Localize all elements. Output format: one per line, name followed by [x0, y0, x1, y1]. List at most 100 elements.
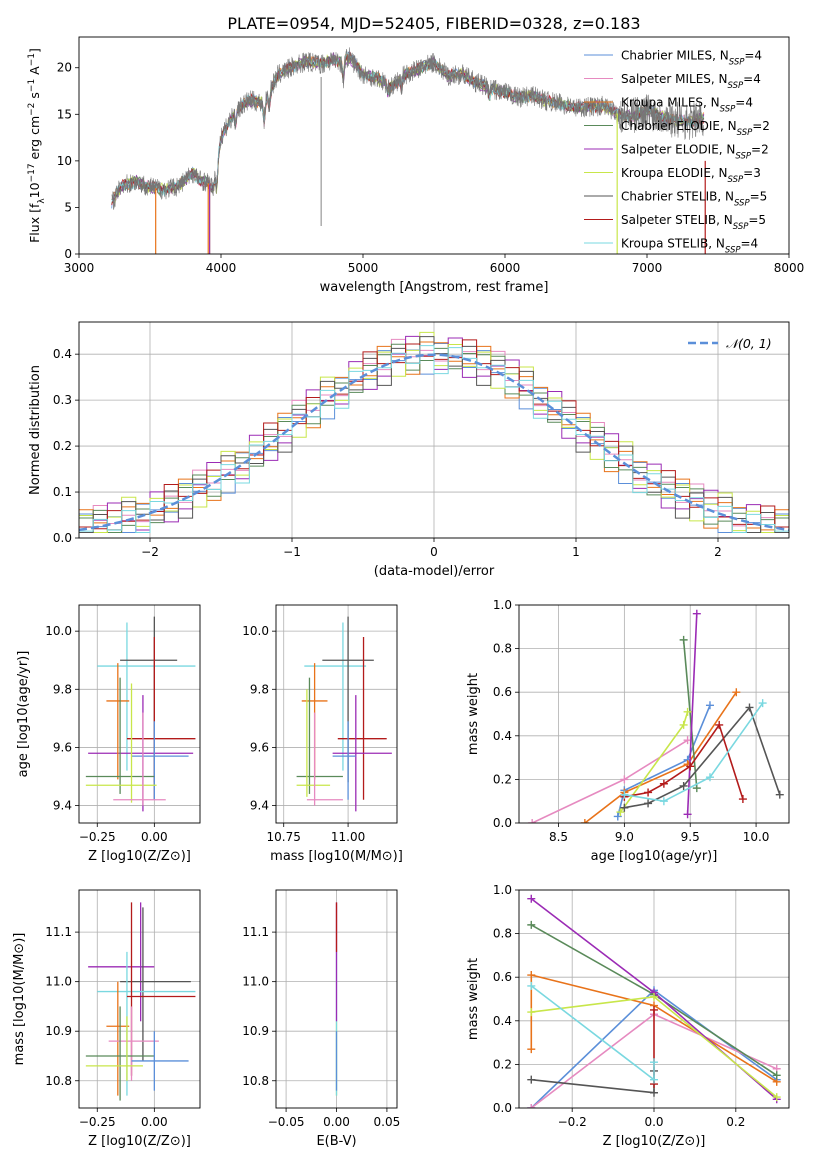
x-tick-label: 5000 — [348, 261, 379, 275]
x-tick-label: 9.5 — [681, 830, 700, 844]
x-tick-label: 0.00 — [141, 830, 168, 844]
legend-label-chabrier_miles: Chabrier MILES, NSSP=4 — [621, 49, 762, 68]
x-tick-label: 3000 — [64, 261, 95, 275]
marker-chabrier_stelib — [745, 703, 754, 712]
x-tick-label: −2 — [141, 545, 159, 559]
x-tick-label: 0.05 — [374, 1115, 401, 1129]
series-line-kroupa_miles — [584, 691, 737, 823]
x-tick-label: 8.5 — [549, 830, 568, 844]
residuals-ylabel: Normed distribution — [28, 365, 43, 495]
y-tick-label: 0.8 — [493, 642, 512, 656]
x-tick-label: −0.25 — [79, 1115, 116, 1129]
y-tick-label: 0 — [64, 247, 72, 261]
y-tick-label: 10 — [57, 154, 72, 168]
age_vs_z-frame — [78, 604, 201, 824]
legend-label-chabrier_elodie: Chabrier ELODIE, NSSP=2 — [621, 119, 770, 138]
y-tick-label: 10.9 — [45, 1024, 72, 1038]
weight_vs_z-ylabel: mass weight — [466, 958, 481, 1040]
spectrum-lines — [111, 47, 706, 254]
marker-chabrier_stelib — [644, 799, 653, 808]
y-tick-label: 0.6 — [493, 970, 512, 984]
y-tick-label: 10.0 — [45, 624, 72, 638]
weight_vs_age-xlabel: age [log10(age/yr)] — [591, 849, 718, 864]
legend-label-salpeter_stelib: Salpeter STELIB, NSSP=5 — [621, 213, 766, 232]
marker-chabrier_miles — [613, 812, 622, 821]
legend-label-kroupa_elodie: Kroupa ELODIE, NSSP=3 — [621, 166, 761, 185]
y-tick-label: 9.8 — [53, 682, 72, 696]
residuals-axes: −2 −1 0 1 2 0.0 0.1 0.2 0.3 0.4 — [53, 322, 789, 559]
x-tick-label: 6000 — [490, 261, 521, 275]
marker-kroupa_elodie — [772, 1093, 781, 1102]
y-tick-label: 0.0 — [493, 816, 512, 830]
legend-label-kroupa_miles: Kroupa MILES, NSSP=4 — [621, 96, 753, 115]
marker-kroupa_elodie — [650, 992, 658, 1001]
y-tick-label: 0.2 — [493, 1057, 512, 1071]
marker-salpeter_stelib — [659, 779, 668, 788]
age_vs_mass-xlabel: mass [log10(M/M⊙)] — [270, 849, 403, 864]
y-tick-label: 0.4 — [493, 1014, 512, 1028]
marker-kroupa_miles — [580, 819, 589, 823]
x-tick-label: −1 — [283, 545, 301, 559]
marker-salpeter_elodie — [692, 609, 701, 618]
x-tick-label: 0.00 — [141, 1115, 168, 1129]
y-tick-label: 5 — [64, 200, 72, 214]
legend-label-kroupa_stelib: Kroupa STELIB, NSSP=4 — [621, 237, 758, 256]
legend-label-salpeter_miles: Salpeter MILES, NSSP=4 — [621, 72, 761, 91]
marker-chabrier_stelib — [775, 790, 784, 799]
marker-kroupa_elodie — [683, 707, 692, 716]
mass_vs_z-xlabel: Z [log10(Z/Z⊙)] — [88, 1134, 191, 1149]
x-tick-label: 1 — [572, 545, 580, 559]
marker-chabrier_elodie — [772, 1071, 781, 1080]
y-tick-label: 0.1 — [53, 485, 72, 499]
x-tick-label: 9.0 — [615, 830, 634, 844]
marker-kroupa_elodie — [527, 1008, 536, 1017]
x-tick-label: 0.0 — [644, 1115, 663, 1129]
marker-kroupa_stelib — [705, 773, 714, 782]
marker-chabrier_miles — [705, 701, 714, 710]
x-tick-label: −0.05 — [268, 1115, 305, 1129]
spectrum-frame — [78, 36, 790, 255]
residual-legend: 𝒩(0, 1) — [688, 336, 772, 351]
marker-chabrier_stelib — [679, 781, 688, 790]
weight_vs_z-series — [527, 894, 781, 1108]
y-tick-label: 9.4 — [53, 799, 72, 813]
marker-kroupa_miles — [527, 971, 536, 980]
marker-salpeter_stelib — [715, 720, 724, 729]
spectrum-xlabel: wavelength [Angstrom, rest frame] — [320, 280, 549, 295]
y-tick-label: 10.0 — [242, 624, 269, 638]
x-tick-label: 7000 — [632, 261, 663, 275]
marker-kroupa_miles — [527, 1045, 536, 1054]
marker-salpeter_miles — [527, 1104, 536, 1108]
spectrum-ylabel: Flux [fλ10−17 erg cm−2 s−1 A−1] — [27, 48, 47, 243]
marker-salpeter_miles — [620, 775, 629, 784]
x-tick-label: −0.25 — [79, 830, 116, 844]
y-tick-label: 0.3 — [53, 393, 72, 407]
y-tick-label: 0.2 — [493, 772, 512, 786]
x-tick-label: 10.0 — [743, 830, 770, 844]
series-line-chabrier_miles — [617, 704, 711, 817]
y-tick-label: 9.6 — [53, 740, 72, 754]
y-tick-label: 9.8 — [250, 682, 269, 696]
y-tick-label: 15 — [57, 107, 72, 121]
residuals-xlabel: (data-model)/error — [374, 564, 495, 579]
y-tick-label: 0.8 — [493, 927, 512, 941]
residual-histograms — [79, 331, 789, 538]
marker-salpeter_stelib — [686, 762, 695, 771]
legend-label-salpeter_elodie: Salpeter ELODIE, NSSP=2 — [621, 143, 769, 162]
marker-kroupa_miles — [732, 688, 741, 697]
mass_vs_z-axes: −0.25 0.00 10.8 10.9 11.0 11.1 — [45, 890, 200, 1129]
marker-kroupa_elodie — [679, 720, 688, 729]
mass_vs_ebv-frame — [275, 889, 398, 1109]
marker-chabrier_elodie — [679, 635, 688, 644]
marker-kroupa_stelib — [659, 797, 668, 806]
x-tick-label: 4000 — [206, 261, 237, 275]
marker-chabrier_elodie — [692, 784, 701, 793]
age_vs_z-axes: −0.25 0.00 9.4 9.6 9.8 10.0 — [45, 605, 200, 844]
mass_vs_z-ylabel: mass [log10(M/M⊙)] — [12, 933, 27, 1066]
y-tick-label: 9.4 — [250, 799, 269, 813]
y-tick-label: 1.0 — [493, 883, 512, 897]
normal-curve — [79, 353, 789, 532]
series-line-kroupa_stelib — [530, 985, 655, 1082]
y-tick-label: 10.8 — [242, 1074, 269, 1088]
series-line-salpeter_stelib — [624, 723, 744, 800]
